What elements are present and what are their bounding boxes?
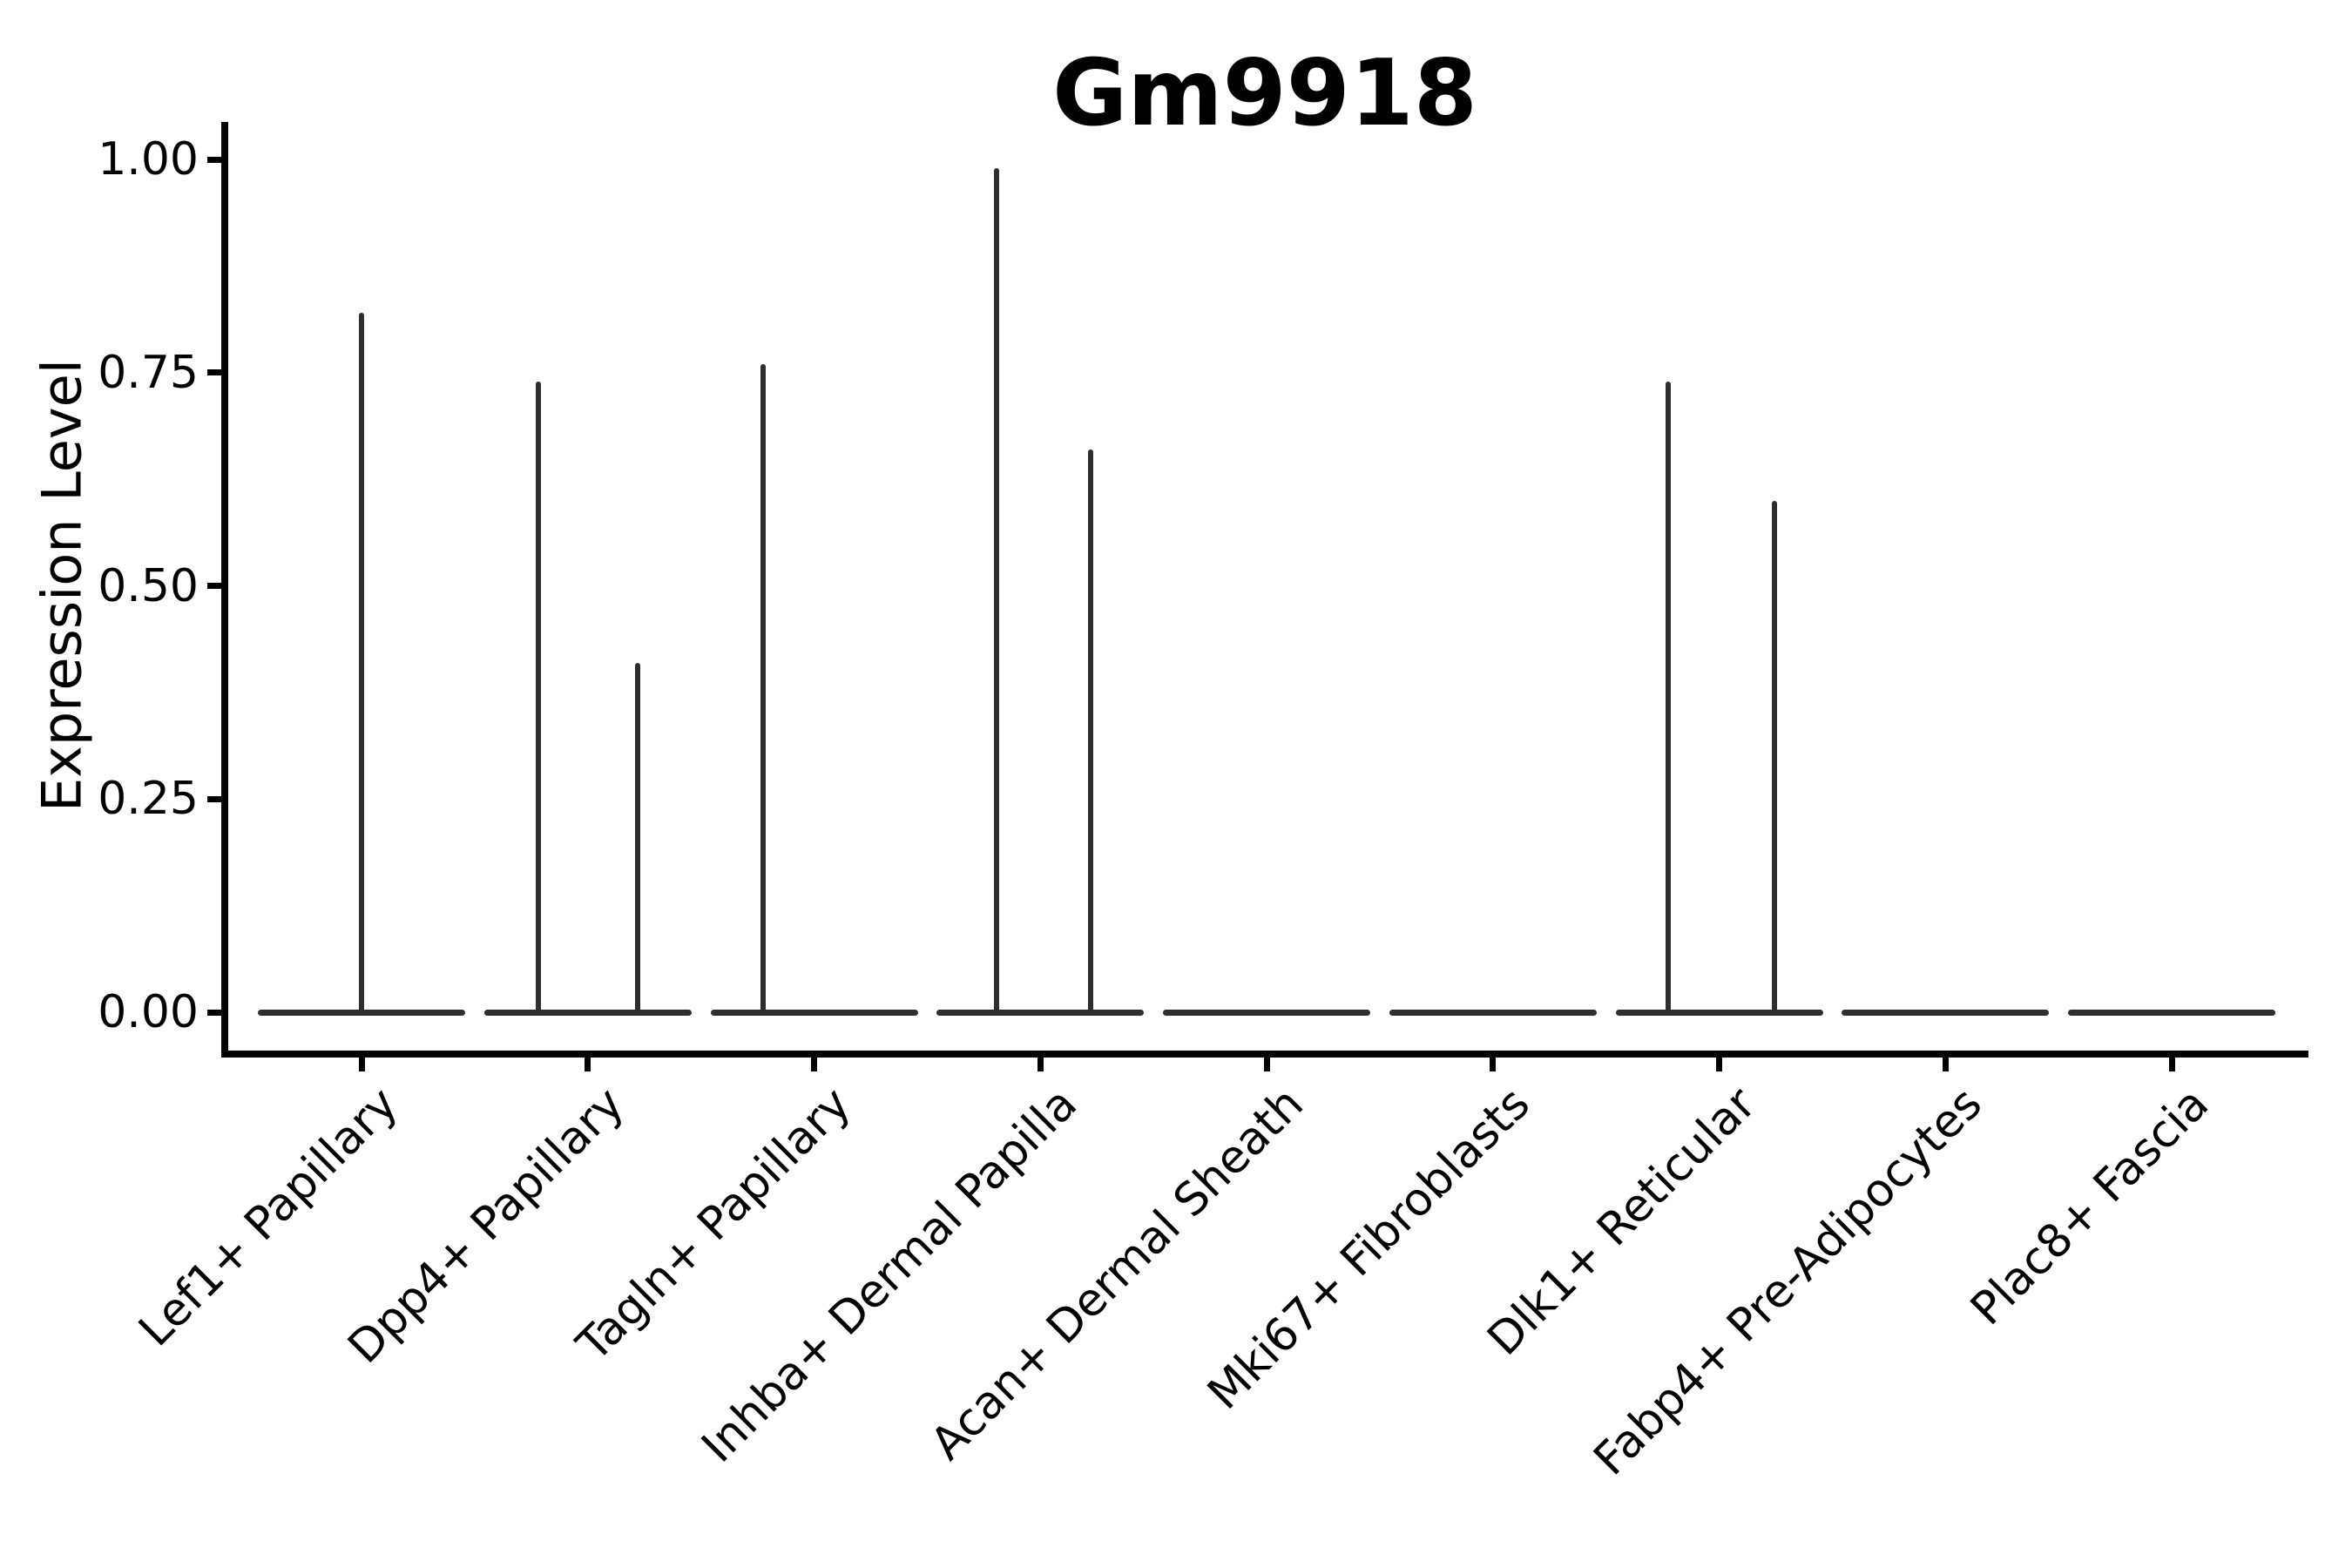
violin-peak bbox=[760, 363, 766, 1016]
y-axis-spine bbox=[221, 122, 228, 1058]
chart-title: Gm9918 bbox=[1052, 40, 1477, 146]
y-tick-mark bbox=[207, 156, 221, 163]
violin-peak bbox=[1771, 500, 1777, 1016]
y-tick-label: 0.00 bbox=[98, 986, 199, 1038]
x-tick-mark bbox=[1263, 1058, 1270, 1071]
x-tick-mark bbox=[811, 1058, 817, 1071]
x-tick-label: Inhba+ Dermal Papilla bbox=[692, 1078, 1087, 1473]
x-tick-label: Fabp4+ Pre-Adipocytes bbox=[1584, 1078, 1992, 1486]
x-tick-mark bbox=[1037, 1058, 1044, 1071]
violin-baseline bbox=[2068, 1009, 2275, 1016]
violin-baseline bbox=[1163, 1009, 1370, 1016]
x-tick-mark bbox=[585, 1058, 591, 1071]
x-tick-mark bbox=[1942, 1058, 1949, 1071]
y-tick-mark bbox=[207, 795, 221, 802]
violin-baseline bbox=[1615, 1009, 1823, 1016]
y-tick-label: 0.75 bbox=[98, 346, 199, 399]
x-tick-mark bbox=[1716, 1058, 1722, 1071]
violin-baseline bbox=[1842, 1009, 2050, 1016]
violin-peak bbox=[1665, 381, 1671, 1016]
y-tick-label: 1.00 bbox=[98, 133, 199, 186]
violin-peak bbox=[359, 313, 364, 1016]
x-tick-label: Plac8+ Fascia bbox=[1960, 1078, 2219, 1336]
x-tick-mark bbox=[358, 1058, 365, 1071]
x-tick-mark bbox=[2168, 1058, 2175, 1071]
x-tick-label: Acan+ Dermal Sheath bbox=[920, 1078, 1314, 1470]
violin-peak bbox=[994, 167, 1000, 1016]
violin-peak bbox=[634, 662, 640, 1016]
violin-baseline bbox=[483, 1009, 692, 1016]
y-tick-mark bbox=[207, 1009, 221, 1016]
violin-peak bbox=[535, 381, 541, 1016]
x-tick-mark bbox=[1490, 1058, 1497, 1071]
y-tick-label: 0.50 bbox=[98, 559, 199, 612]
violin-peak bbox=[1088, 449, 1094, 1016]
violin-baseline bbox=[710, 1009, 918, 1016]
violin-baseline bbox=[1389, 1009, 1597, 1016]
y-tick-label: 0.25 bbox=[98, 773, 199, 826]
violin-baseline bbox=[936, 1009, 1145, 1016]
y-tick-mark bbox=[207, 583, 221, 589]
y-tick-mark bbox=[207, 369, 221, 376]
x-axis-spine bbox=[221, 1051, 2308, 1058]
